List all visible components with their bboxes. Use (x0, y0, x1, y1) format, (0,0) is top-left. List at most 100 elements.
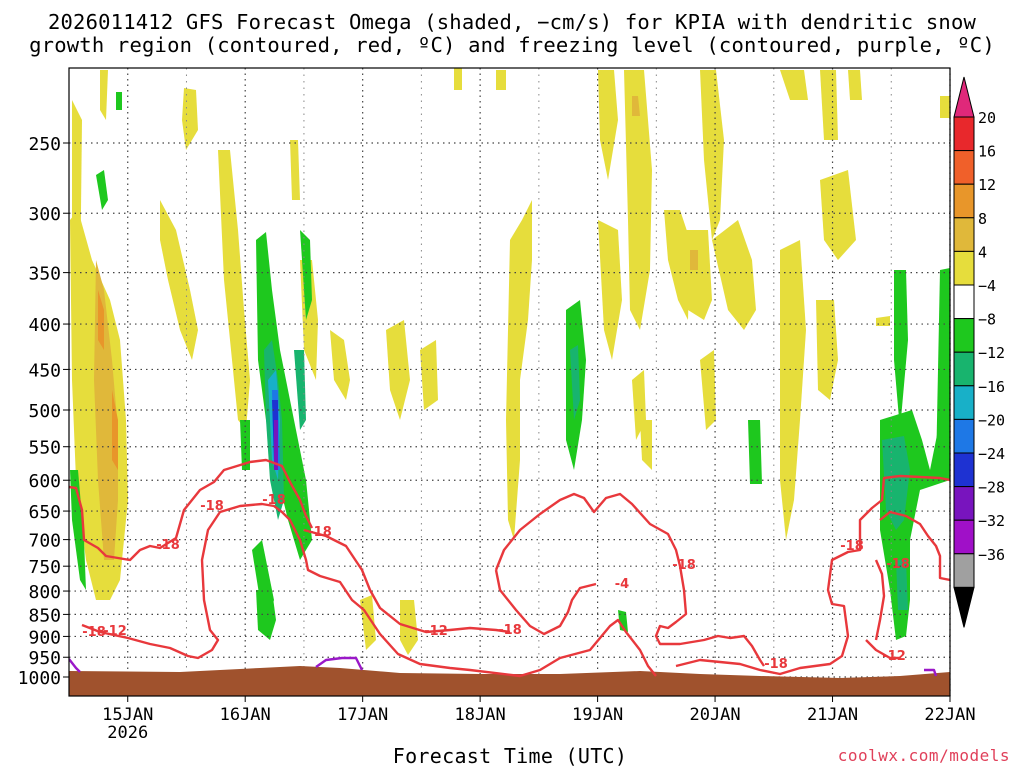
contour-label: -18 (672, 558, 696, 573)
x-tick-label: 17JAN (337, 705, 388, 725)
colorbar-label: −12 (978, 344, 1005, 362)
omega-shade-region (506, 200, 532, 540)
colorbar-swatch (953, 486, 975, 521)
x-tick-label: 19JAN (572, 705, 623, 725)
omega-shade-region (570, 345, 580, 420)
omega-shade-region (256, 232, 312, 560)
omega-shade-region (780, 70, 808, 100)
terrain-area (69, 666, 950, 696)
x-tick-label: 20JAN (689, 705, 740, 725)
colorbar-bottom-arrow (953, 586, 975, 628)
y-tick-label: 800 (28, 582, 61, 603)
colorbar-swatch (953, 519, 975, 555)
omega-shade-region (882, 436, 910, 530)
omega-shade-region (72, 100, 82, 300)
x-tick-year-label: 2026 (107, 723, 148, 743)
y-tick-label: 250 (28, 134, 61, 155)
colorbar-swatch (953, 418, 975, 454)
omega-shade-region (712, 220, 756, 330)
omega-shade-region (116, 92, 122, 110)
contour-label: -12 (424, 624, 448, 639)
contour-label: -18 (308, 525, 332, 540)
contour-layer (69, 458, 950, 678)
y-tick-label: 900 (28, 627, 61, 648)
colorbar-swatch (953, 250, 975, 286)
omega-shade-region (632, 96, 640, 116)
terrain-fill (69, 666, 950, 696)
contour-label: -18 (840, 539, 864, 554)
omega-shade-region (780, 240, 806, 540)
omega-shade-region (98, 290, 104, 350)
contour-label: -18 (82, 625, 106, 640)
plot-frame (68, 67, 951, 697)
credit-text: coolwx.com/models (837, 746, 1010, 765)
colorbar-swatch (953, 351, 975, 387)
omega-shade-region (290, 140, 300, 200)
omega-shade-region (96, 170, 108, 210)
freezing-level-contour (315, 656, 364, 671)
omega-shade-region (294, 350, 306, 430)
y-tick-label: 600 (28, 471, 61, 492)
contour-label: -12 (882, 649, 906, 664)
colorbar-swatch (953, 183, 975, 219)
omega-shade-region (624, 70, 652, 330)
colorbar-label: 20 (978, 109, 996, 127)
contour-label: -18 (764, 657, 788, 672)
y-tick-label: 400 (28, 315, 61, 336)
contour-label: -18 (156, 538, 180, 553)
colorbar-label: 4 (978, 243, 987, 261)
x-tick-label: 18JAN (455, 705, 506, 725)
x-tick-label: 16JAN (220, 705, 271, 725)
dsg-contour (69, 458, 314, 562)
colorbar: 20 16 12 8 4 −4 −8 −12 −16 −20 −24 −28 −32 −36 (953, 76, 1005, 628)
x-tick-label: 15JAN (102, 705, 153, 725)
omega-shade-region (684, 230, 712, 320)
omega-shade-region (70, 470, 86, 590)
colorbar-label: −4 (978, 277, 996, 295)
omega-shade-region (330, 330, 350, 400)
colorbar-swatch (953, 318, 975, 353)
colorbar-swatch (953, 150, 975, 185)
omega-shade-region (894, 270, 908, 430)
colorbar-swatch (953, 553, 975, 588)
y-tick-label: 750 (28, 557, 61, 578)
omega-shade-region (618, 610, 628, 632)
y-tick-label: 550 (28, 438, 61, 459)
colorbar-swatch (953, 116, 975, 152)
omega-shade-region (700, 350, 716, 430)
omega-shade-region (690, 250, 698, 270)
colorbar-label: −20 (978, 411, 1005, 429)
x-tick-label: 22JAN (924, 705, 975, 725)
dsg-contour (494, 492, 765, 667)
omega-shade-region (816, 300, 838, 400)
dsg-contour (879, 510, 950, 582)
omega-shade-region (848, 70, 862, 100)
omega-shade-region (664, 210, 690, 320)
freezing-level-contour (69, 658, 81, 673)
contour-label: -4 (615, 577, 629, 592)
colorbar-label: −24 (978, 445, 1005, 463)
x-axis-label: Forecast Time (UTC) (392, 744, 628, 768)
dsg-contour (494, 569, 597, 636)
omega-shade-region (820, 70, 838, 140)
y-tick-label: 450 (28, 360, 61, 381)
y-tick-label: 700 (28, 531, 61, 552)
colorbar-swatch (953, 385, 975, 420)
omega-shade-region (896, 560, 908, 610)
omega-shade-region (420, 340, 438, 410)
omega-shade-region (940, 96, 950, 118)
omega-shade-region (274, 420, 278, 470)
colorbar-swatch (953, 284, 975, 320)
omega-shade-region (454, 68, 462, 90)
dsg-contour (865, 639, 900, 660)
freezing-level-contour (924, 668, 938, 677)
colorbar-label: −8 (978, 311, 996, 329)
omega-shade-region (598, 220, 622, 360)
omega-shade-region (700, 70, 724, 240)
dsg-contour (81, 502, 657, 678)
chart-title-line-2: growth region (contoured, red, ºC) and f… (29, 33, 995, 57)
y-tick-label: 850 (28, 605, 61, 626)
omega-shade-region (218, 150, 250, 430)
y-tick-label: 950 (28, 648, 61, 669)
